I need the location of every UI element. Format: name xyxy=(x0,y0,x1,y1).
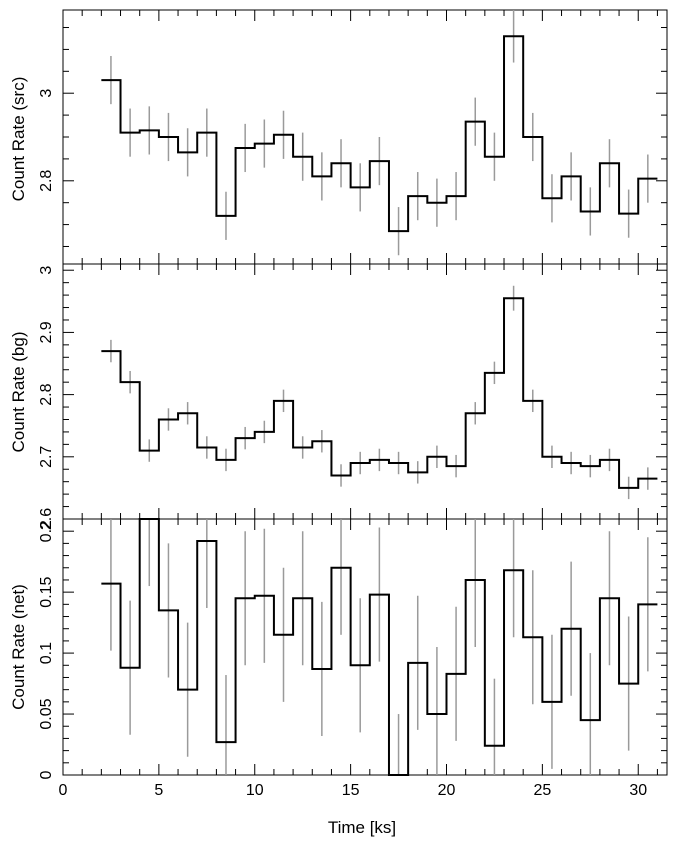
panel-net: 0 0.05 0.1 0.15 0.2 0 5 10 15 20 25 30 xyxy=(38,518,668,799)
y-tick-label: 0.2 xyxy=(38,520,55,542)
ylabel-bg: Count Rate (bg) xyxy=(9,332,28,453)
xlabel-time: Time [ks] xyxy=(328,818,396,837)
ylabel-net: Count Rate (net) xyxy=(9,584,28,710)
x-tick-label: 25 xyxy=(533,782,551,799)
y-tick-label: 2.8 xyxy=(38,170,55,192)
step-line-src xyxy=(101,35,658,233)
x-tick-label: 15 xyxy=(342,782,360,799)
x-tick-label: 10 xyxy=(246,782,264,799)
y-tick-label: 2.9 xyxy=(38,321,55,343)
panel-bg: 2.6 2.7 2.8 2.9 3 xyxy=(38,263,668,530)
y-tick-label: 0 xyxy=(38,770,55,779)
y-tick-label: 2.8 xyxy=(38,383,55,405)
y-tick-label: 2.6 xyxy=(38,508,55,530)
plot-frame-net xyxy=(62,518,668,776)
x-tick-label: 30 xyxy=(629,782,647,799)
y-tick-label: 0.1 xyxy=(38,642,55,664)
y-tick-label: 2.7 xyxy=(38,446,55,468)
step-line-net xyxy=(101,518,658,776)
plot-frame-src xyxy=(62,9,668,265)
x-tick-label: 20 xyxy=(438,782,456,799)
y-tick-label: 3 xyxy=(38,266,55,275)
y-tick-label: 0.15 xyxy=(38,576,55,607)
plot-frame-bg xyxy=(62,263,668,520)
y-tick-label: 0.05 xyxy=(38,698,55,729)
step-line-bg xyxy=(101,297,658,489)
y-tick-label: 3 xyxy=(38,89,55,98)
x-tick-label: 5 xyxy=(154,782,163,799)
x-tick-label: 0 xyxy=(59,782,68,799)
ylabel-src: Count Rate (src) xyxy=(9,77,28,202)
panel-src: 2.83 xyxy=(38,9,668,265)
